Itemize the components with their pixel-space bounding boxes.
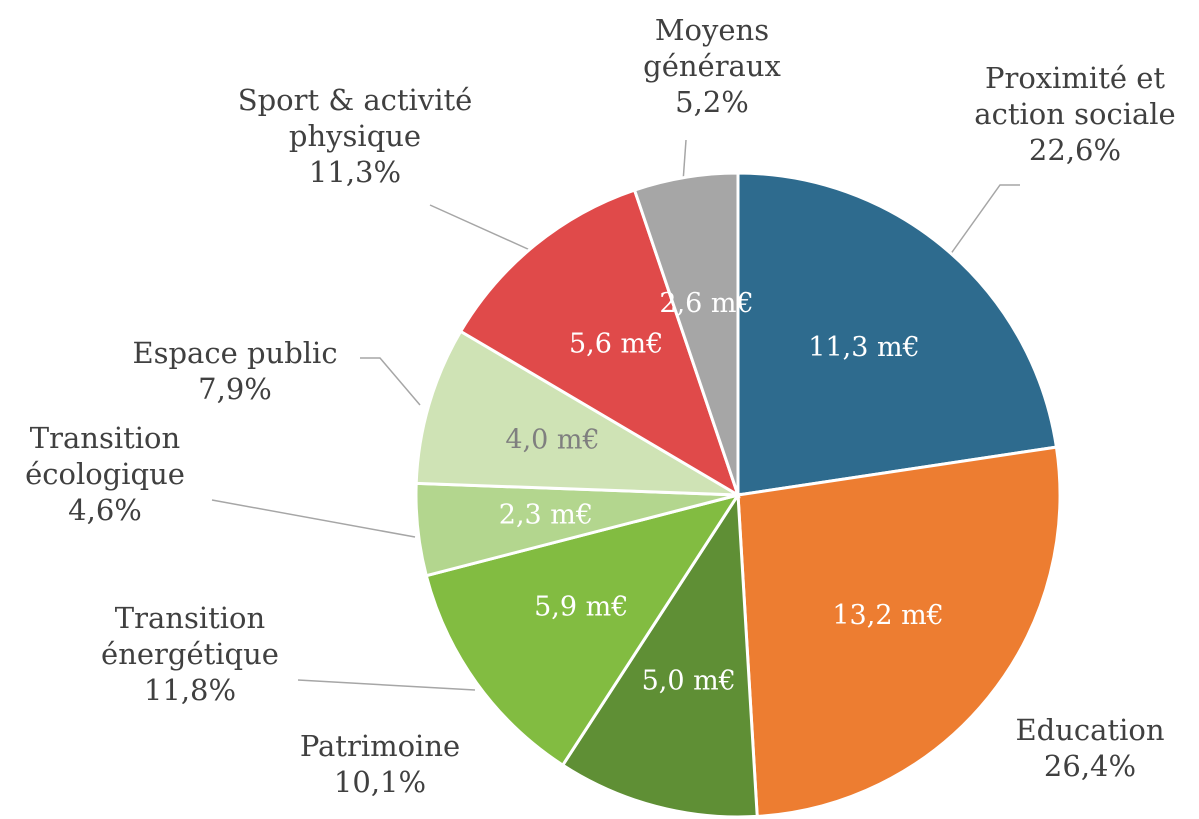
- pie-slice: [424, 492, 742, 768]
- pie-slice: [414, 329, 739, 497]
- slice-label: Patrimoine 10,1%: [270, 728, 490, 800]
- category-label: Moyens généraux: [643, 13, 781, 83]
- percent-label: 10,1%: [333, 765, 427, 799]
- category-label: Sport & activité physique: [237, 83, 473, 153]
- percent-label: 5,2%: [675, 85, 749, 119]
- percent-label: 4,6%: [68, 493, 142, 527]
- amount-label: 11,3 m€: [808, 332, 919, 363]
- amount-label: 2,3 m€: [499, 499, 593, 530]
- slice-label: Moyens généraux 5,2%: [627, 12, 797, 120]
- pie-slice: [458, 188, 741, 499]
- category-label: Education: [1015, 713, 1165, 747]
- leader-line: [360, 357, 421, 406]
- category-label: Espace public: [132, 336, 338, 370]
- percent-label: 22,6%: [1028, 133, 1122, 167]
- amount-label: 5,0 m€: [642, 665, 736, 696]
- category-label: Transition énergétique: [101, 601, 279, 671]
- slice-label: Proximité et action sociale 22,6%: [950, 60, 1199, 168]
- leader-line: [297, 679, 476, 691]
- leader-line: [949, 184, 1020, 256]
- category-label: Patrimoine: [299, 729, 461, 763]
- category-label: Proximité et action sociale: [974, 61, 1176, 131]
- percent-label: 11,3%: [308, 155, 402, 189]
- slice-label: Sport & activité physique 11,3%: [215, 82, 495, 190]
- leader-line: [429, 204, 531, 251]
- category-label: Transition écologique: [25, 421, 185, 491]
- amount-label: 2,6 m€: [659, 288, 753, 319]
- slice-label: Espace public 7,9%: [80, 335, 390, 407]
- pie-slice: [560, 490, 759, 819]
- leader-line: [682, 139, 687, 183]
- percent-label: 11,8%: [143, 673, 237, 707]
- amount-label: 5,6 m€: [569, 329, 663, 360]
- slice-label: Education 26,4%: [980, 712, 1199, 784]
- pie-slice: [736, 171, 1059, 497]
- amount-label: 5,9 m€: [534, 591, 628, 622]
- amount-label: 4,0 m€: [505, 424, 599, 455]
- slice-label: Transition énergétique 11,8%: [70, 600, 310, 708]
- leader-lines: [211, 139, 1020, 691]
- pie-slice: [632, 171, 740, 496]
- amount-label: 13,2 m€: [832, 600, 943, 631]
- slices: [414, 171, 1062, 819]
- percent-label: 7,9%: [198, 372, 272, 406]
- leader-line: [211, 499, 416, 538]
- percent-label: 26,4%: [1043, 749, 1137, 783]
- pie-slice: [736, 445, 1062, 819]
- slice-label: Transition écologique 4,6%: [0, 420, 220, 528]
